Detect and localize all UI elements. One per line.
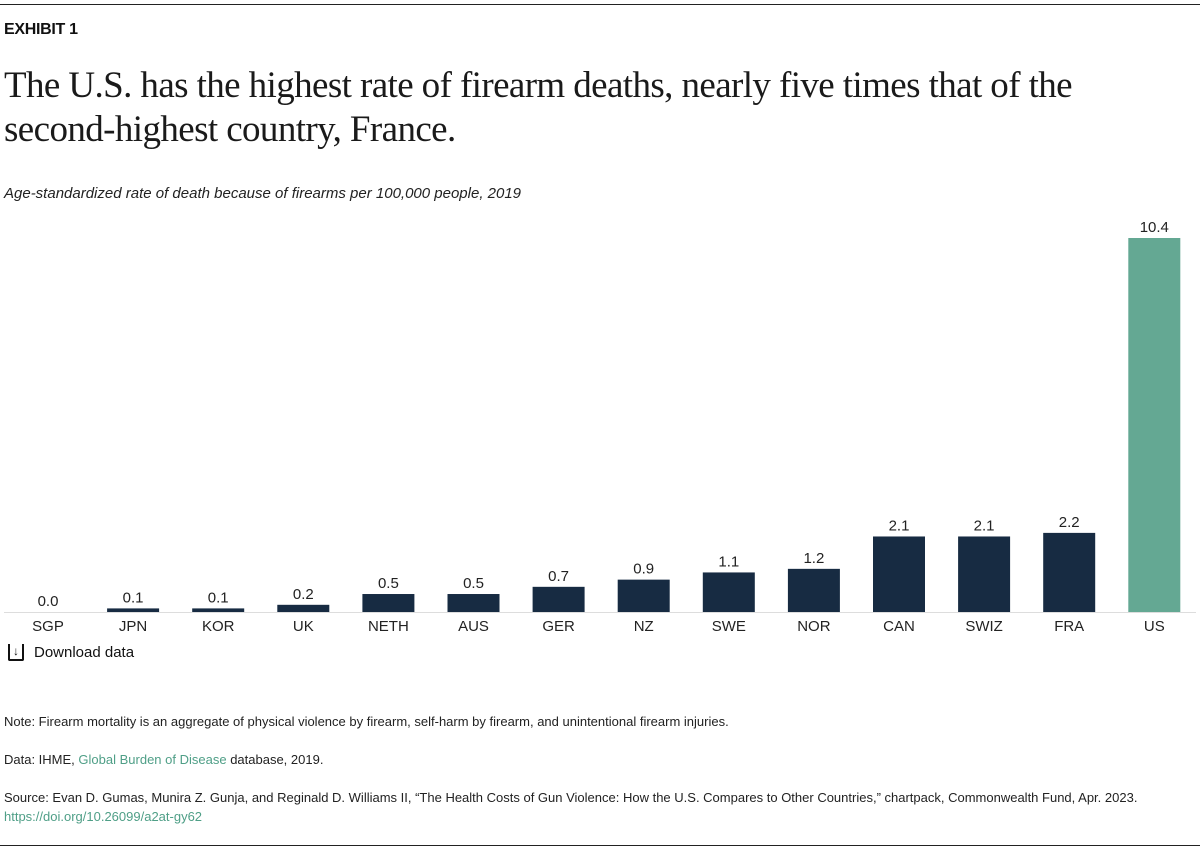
data-label-neth: 0.5 xyxy=(378,575,399,592)
doi-link[interactable]: https://doi.org/10.26099/a2at-gy62 xyxy=(4,809,203,824)
source-citation: Source: Evan D. Gumas, Munira Z. Gunja, … xyxy=(4,788,1194,826)
source-text: Source: Evan D. Gumas, Munira Z. Gunja, … xyxy=(4,790,1138,805)
download-data-button[interactable]: ↓ Download data xyxy=(8,644,134,661)
bar-chart: 0.0 SGP 0.1 JPN 0.1 KOR 0.2 UK 0.5 NETH 0.5 AUS 0.7 G… xyxy=(4,219,1196,635)
tick-label-kor: KOR xyxy=(202,618,235,635)
download-icon: ↓ xyxy=(8,644,24,661)
data-label-nor: 1.2 xyxy=(803,550,824,567)
data-label-us: 10.4 xyxy=(1140,219,1169,236)
tick-label-uk: UK xyxy=(293,618,314,635)
bar-can xyxy=(873,536,925,612)
data-label-uk: 0.2 xyxy=(293,586,314,603)
data-source-suffix: database, 2019. xyxy=(226,752,324,767)
top-rule xyxy=(0,4,1200,5)
tick-label-neth: NETH xyxy=(368,618,409,635)
data-label-ger: 0.7 xyxy=(548,568,569,585)
bar-neth xyxy=(362,594,415,612)
bar-fra xyxy=(1043,532,1096,612)
bar-swe xyxy=(702,572,755,612)
download-label: Download data xyxy=(34,644,135,661)
chart-title: The U.S. has the highest rate of firearm… xyxy=(4,65,1073,150)
bar-us xyxy=(1128,238,1181,612)
data-source: Data: IHME, Global Burden of Disease dat… xyxy=(4,750,1194,769)
bar-swiz xyxy=(958,536,1011,612)
bar-nor xyxy=(787,568,840,612)
tick-label-us: US xyxy=(1144,618,1165,635)
data-label-swe: 1.1 xyxy=(718,553,739,570)
tick-label-aus: AUS xyxy=(458,618,489,635)
data-label-can: 2.1 xyxy=(889,517,910,534)
bar-aus xyxy=(447,594,500,612)
tick-label-nz: NZ xyxy=(634,618,654,635)
tick-label-jpn: JPN xyxy=(119,618,147,635)
tick-label-can: CAN xyxy=(883,618,915,635)
data-label-jpn: 0.1 xyxy=(123,589,144,606)
bar-ger xyxy=(532,586,585,612)
tick-label-fra: FRA xyxy=(1054,618,1084,635)
tick-label-ger: GER xyxy=(542,618,575,635)
bar-kor xyxy=(192,608,245,612)
chart-subtitle: Age-standardized rate of death because o… xyxy=(4,185,522,202)
data-label-kor: 0.1 xyxy=(208,589,229,606)
bar-jpn xyxy=(107,608,160,612)
data-label-sgp: 0.0 xyxy=(38,593,59,610)
data-source-prefix: Data: IHME, xyxy=(4,752,79,767)
tick-label-nor: NOR xyxy=(797,618,831,635)
bottom-rule xyxy=(0,845,1200,846)
data-label-aus: 0.5 xyxy=(463,575,484,592)
exhibit-label: EXHIBIT 1 xyxy=(4,21,78,38)
tick-label-swiz: SWIZ xyxy=(965,618,1003,635)
bar-nz xyxy=(617,579,670,612)
data-label-fra: 2.2 xyxy=(1059,514,1080,531)
data-label-swiz: 2.1 xyxy=(974,517,995,534)
gbd-link[interactable]: Global Burden of Disease xyxy=(78,752,227,767)
data-label-nz: 0.9 xyxy=(633,561,654,578)
tick-label-swe: SWE xyxy=(712,618,746,635)
tick-label-sgp: SGP xyxy=(32,618,64,635)
note: Note: Firearm mortality is an aggregate … xyxy=(4,714,729,729)
bar-uk xyxy=(277,604,330,612)
